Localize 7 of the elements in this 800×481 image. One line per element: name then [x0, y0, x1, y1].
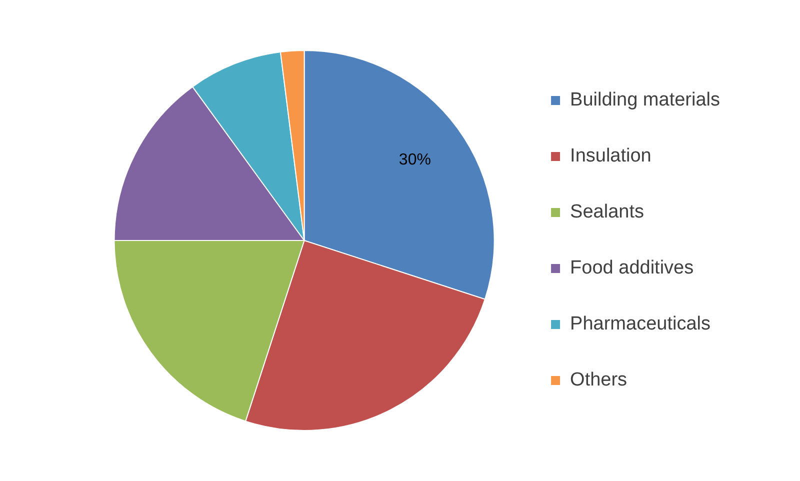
legend-label: Insulation [570, 146, 652, 167]
legend-label: Sealants [570, 202, 644, 223]
legend-label: Others [570, 370, 628, 391]
legend-label: Pharmaceuticals [570, 314, 710, 335]
legend-label: Building materials [570, 90, 720, 111]
legend-label: Food additives [570, 258, 694, 279]
data-label: 30% [398, 151, 431, 168]
